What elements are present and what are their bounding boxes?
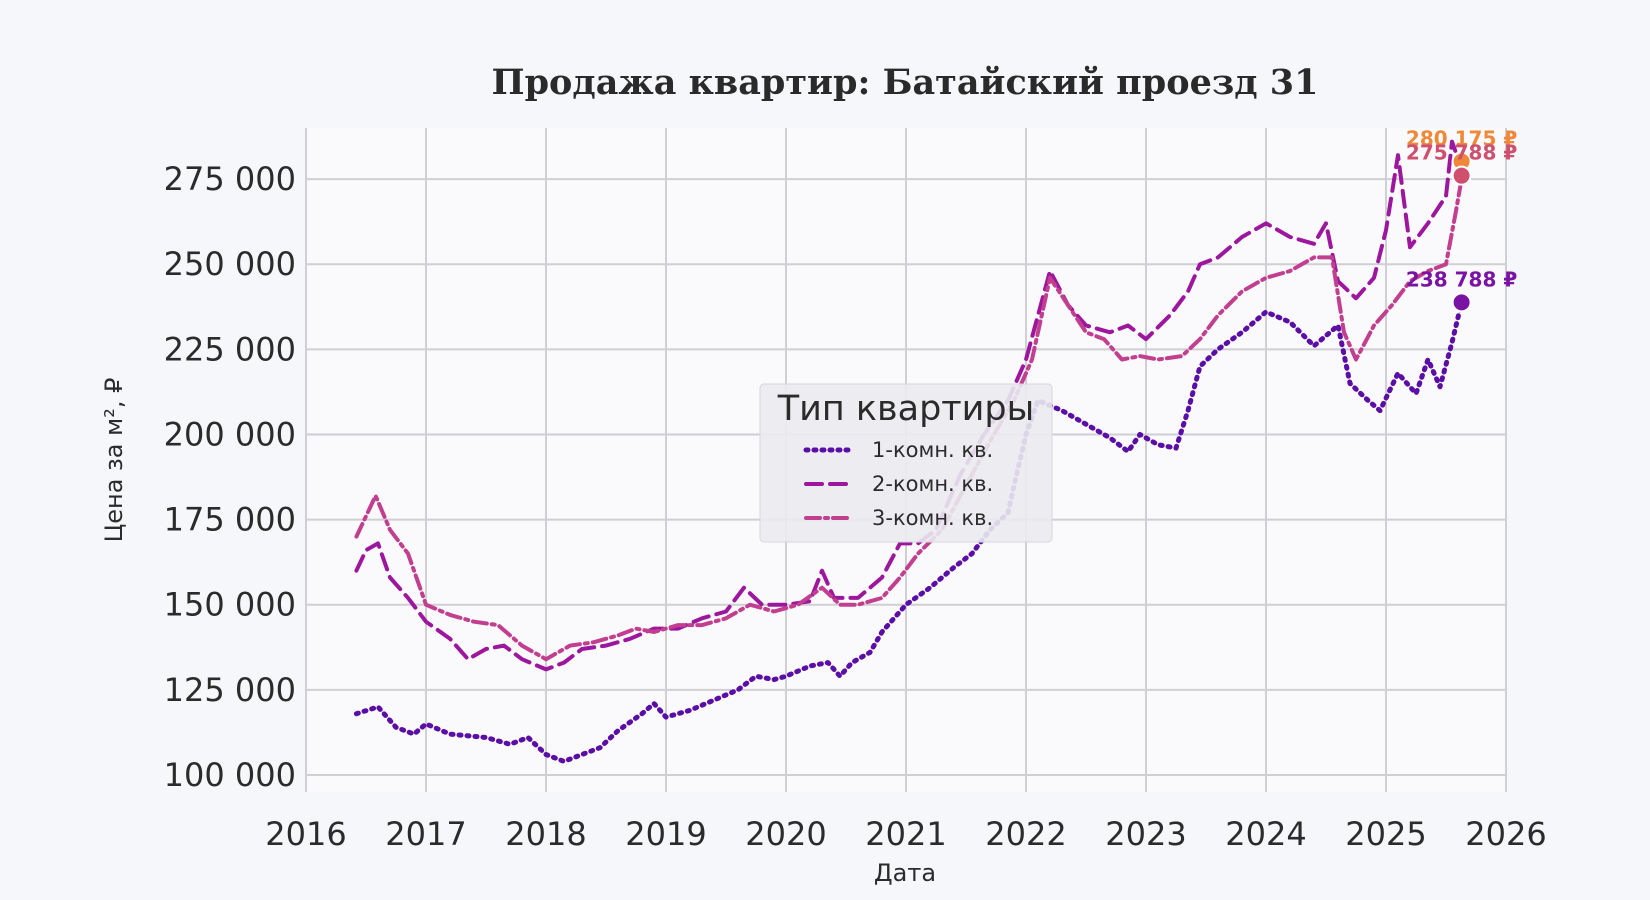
- y-tick-label: 175 000: [164, 501, 296, 539]
- x-tick-label: 2017: [385, 815, 466, 853]
- y-tick-label: 275 000: [164, 160, 296, 198]
- y-axis-label: Цена за м², ₽: [100, 378, 128, 543]
- x-axis-label: Дата: [874, 859, 936, 887]
- legend: Тип квартиры 1-комн. кв. 2-комн. кв. 3-ком…: [759, 383, 1053, 543]
- y-tick-label: 125 000: [164, 671, 296, 709]
- y-tick-label: 250 000: [164, 245, 296, 283]
- y-tick-label: 200 000: [164, 415, 296, 453]
- ticks: 2016 2017 2018 2019 2020 2021 2022 2023 2024 2025…: [164, 160, 1547, 853]
- endpoint-label: 238 788 ₽: [1406, 267, 1517, 291]
- x-tick-label: 2025: [1345, 815, 1426, 853]
- legend-box: [759, 383, 1053, 543]
- x-tick-label: 2018: [505, 815, 586, 853]
- legend-label: 1-комн. кв.: [872, 438, 993, 462]
- y-tick-label: 150 000: [164, 586, 296, 624]
- x-tick-label: 2022: [985, 815, 1066, 853]
- x-tick-label: 2024: [1225, 815, 1306, 853]
- y-tick-label: 225 000: [164, 330, 296, 368]
- endpoint-label: 275 788 ₽: [1406, 141, 1517, 165]
- x-tick-label: 2016: [265, 815, 346, 853]
- x-tick-label: 2020: [745, 815, 826, 853]
- legend-items: 1-комн. кв. 2-комн. кв. 3-комн. кв.: [803, 438, 993, 530]
- legend-title: Тип квартиры: [777, 389, 1035, 429]
- series-line-1: [353, 299, 1465, 764]
- endpoint-label: 280 175 ₽: [1406, 126, 1517, 150]
- legend-label: 2-комн. кв.: [872, 472, 993, 496]
- chart-title: Продажа квартир: Батайский проезд 31: [492, 62, 1319, 103]
- x-tick-label: 2019: [625, 815, 706, 853]
- endpoint-marker: [1451, 292, 1472, 313]
- x-tick-label: 2026: [1465, 815, 1546, 853]
- y-tick-label: 100 000: [164, 756, 296, 794]
- x-tick-label: 2023: [1105, 815, 1186, 853]
- x-tick-label: 2021: [865, 815, 946, 853]
- legend-label: 3-комн. кв.: [872, 506, 993, 530]
- endpoint-layer: 280 175 ₽275 788 ₽ 238 788 ₽: [1406, 126, 1517, 313]
- endpoint-marker: [1451, 165, 1472, 186]
